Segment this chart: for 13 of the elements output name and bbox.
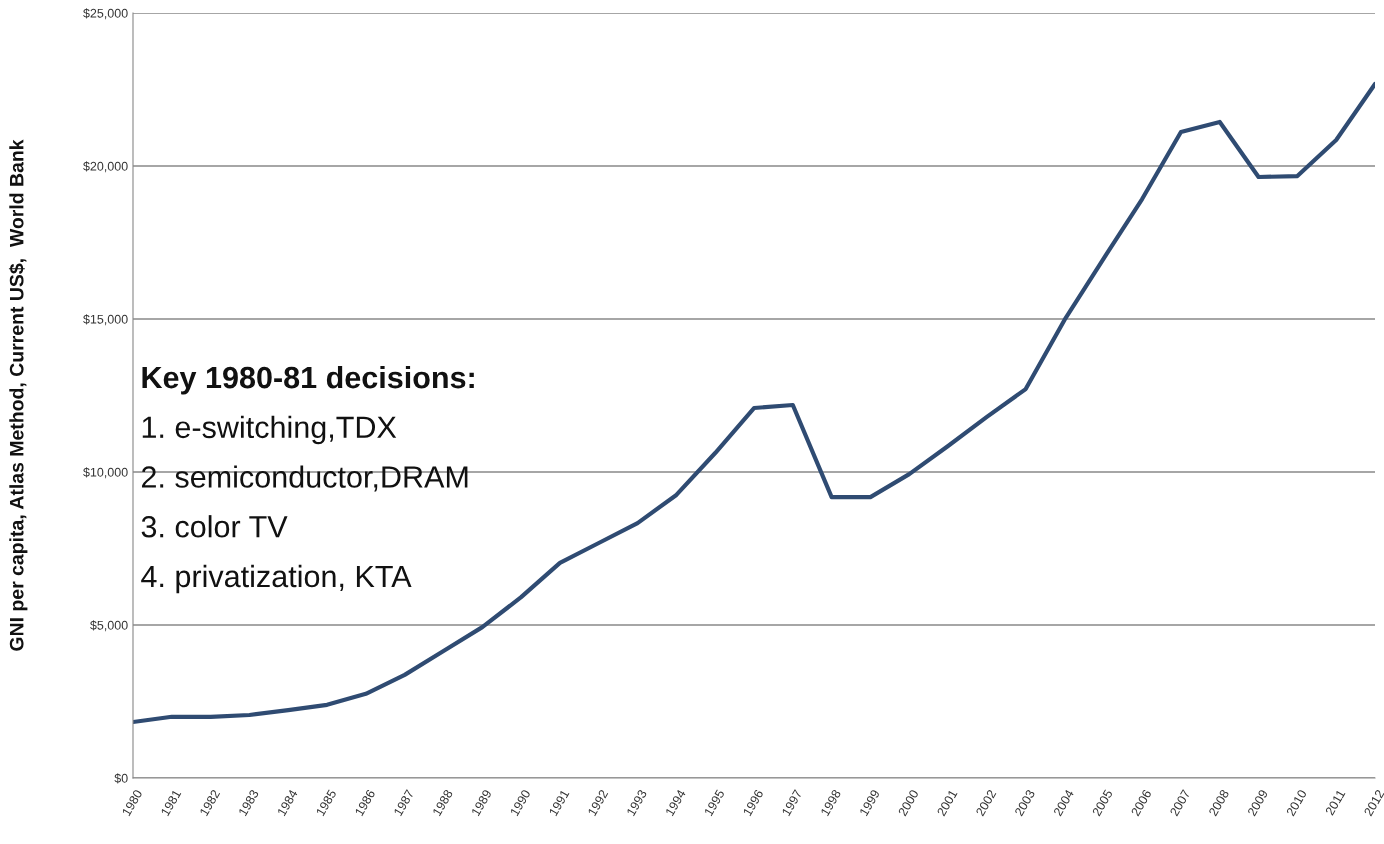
- annotation: 4. privatization, KTA: [141, 564, 412, 594]
- annotation: Key 1980-81 decisions:: [142, 365, 474, 395]
- annotation: 3. color TV: [141, 515, 288, 538]
- y-tick-label: $25,000: [83, 8, 128, 20]
- y-tick-label: $20,000: [83, 161, 128, 173]
- annotation: 1. e-switching,TDX: [142, 415, 397, 445]
- y-tick-label: $5,000: [90, 620, 128, 632]
- y-axis-title: GNI per capita, Atlas Method, Current US$, World Bank: [8, 139, 28, 651]
- y-tick-label: $0: [114, 773, 128, 784]
- y-tick-label: $15,000: [83, 314, 128, 326]
- line-series: [133, 81, 1375, 725]
- annotation: 2. semiconductor,DRAM: [141, 465, 468, 492]
- y-tick-label: $10,000: [83, 467, 128, 479]
